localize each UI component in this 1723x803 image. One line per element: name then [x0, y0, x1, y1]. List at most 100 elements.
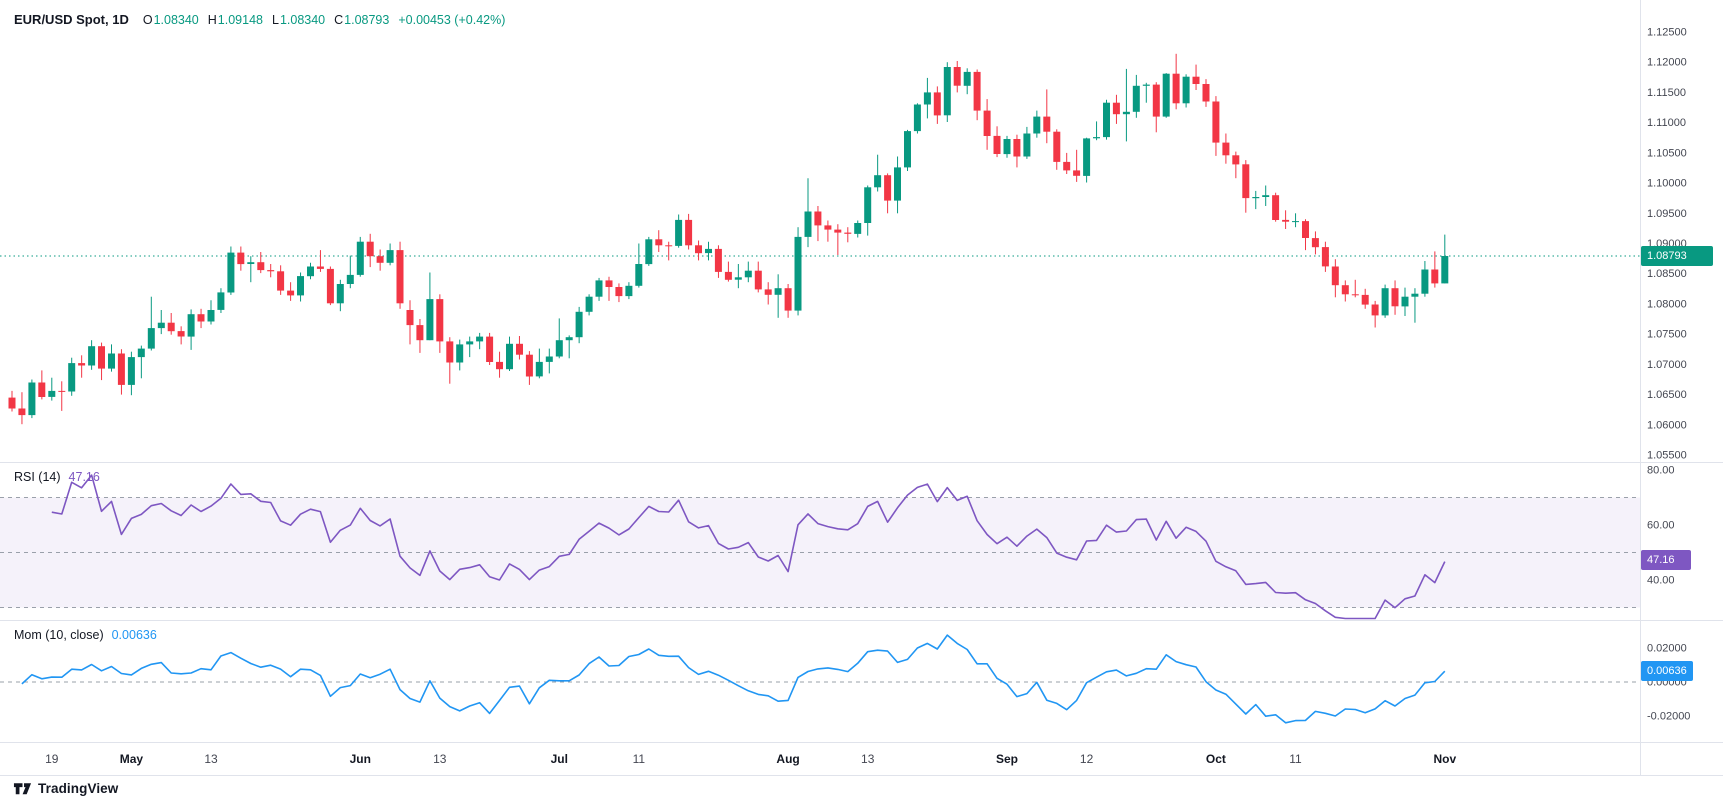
candle-body — [98, 346, 105, 369]
candle-body — [1172, 73, 1180, 104]
candle-body — [247, 262, 255, 264]
candle-body — [456, 344, 464, 363]
candle-body — [635, 264, 643, 286]
candle-body — [1063, 161, 1071, 171]
high-readout: H1.09148 — [207, 13, 263, 27]
candle-body — [695, 245, 702, 254]
candle-body — [844, 232, 852, 234]
price-axis-labels[interactable]: 1.12500 1.12000 1.11500 1.11000 1.10500 1.100… — [1647, 27, 1690, 723]
candle-body — [1282, 219, 1290, 222]
candle-body — [38, 382, 46, 397]
time-axis-tick: Oct — [1206, 752, 1226, 766]
rsi-line — [51, 474, 1446, 620]
candle-body — [366, 241, 374, 257]
candle-body — [1073, 170, 1081, 176]
candle-body — [416, 325, 424, 341]
tradingview-attribution[interactable]: TradingView — [13, 779, 118, 798]
candle-body — [804, 211, 812, 237]
time-axis-tick: Aug — [776, 752, 799, 766]
price-axis-tick: 1.07000 — [1647, 359, 1687, 371]
close-readout: C1.08793 — [334, 13, 390, 27]
time-axis-tick: 13 — [861, 752, 875, 766]
candle-body — [774, 288, 782, 295]
candle-body — [834, 229, 842, 233]
candle-body — [1371, 304, 1379, 316]
candle-body — [705, 248, 712, 254]
candle-body — [177, 331, 185, 337]
candle-body — [1421, 269, 1429, 294]
rsi-band — [0, 497, 1640, 608]
candle-body — [724, 271, 732, 280]
candle-body — [88, 346, 96, 366]
candle-body — [754, 270, 762, 290]
candle-body — [615, 287, 623, 297]
candle-body — [1391, 288, 1399, 307]
candle-body — [953, 67, 961, 86]
price-axis-tick: 1.08000 — [1647, 298, 1687, 310]
candle-body — [436, 299, 444, 342]
candle-body — [535, 361, 543, 377]
candle-body — [1132, 85, 1140, 112]
candle-body — [1152, 84, 1160, 117]
candle-body — [1083, 138, 1091, 176]
time-axis-tick: 19 — [45, 752, 59, 766]
candle-body — [894, 167, 901, 201]
candle-body — [396, 250, 404, 304]
time-axis-tick: Nov — [1433, 752, 1456, 766]
candle-body — [1212, 101, 1220, 143]
candle-body — [1192, 76, 1200, 84]
candle-body — [1222, 142, 1230, 156]
time-axis-tick: 12 — [1080, 752, 1094, 766]
candle-body — [1441, 256, 1449, 284]
candle-body — [923, 92, 931, 105]
candle-body — [685, 219, 693, 246]
candle-body — [406, 310, 414, 326]
candle-body — [1431, 269, 1439, 284]
candle-body — [78, 363, 86, 366]
candle-body — [1401, 296, 1409, 307]
candle-body — [605, 280, 613, 287]
rsi-legend: RSI (14) 47.16 — [14, 470, 100, 484]
candle-body — [1242, 164, 1250, 199]
low-readout: L1.08340 — [271, 13, 326, 27]
time-axis-tick: May — [120, 752, 144, 766]
candle-body — [913, 104, 921, 132]
candle-body — [1182, 76, 1190, 104]
candle-body — [48, 390, 56, 397]
candle-body — [217, 292, 225, 310]
candle-body — [1103, 102, 1110, 138]
time-axis-labels[interactable]: 19 May 13 Jun 13 Jul 11 Aug 13 Sep 12 Oct 11 Nov — [45, 752, 1456, 766]
candle-body — [714, 248, 722, 272]
candle-body — [1252, 197, 1260, 199]
candle-body — [555, 340, 563, 357]
candle-body — [386, 250, 394, 263]
candle-body — [1232, 155, 1240, 165]
candle-body — [854, 223, 862, 234]
candle-body — [814, 211, 822, 226]
candle-body — [496, 361, 503, 370]
candle-body — [963, 71, 971, 86]
candle-body — [426, 299, 434, 341]
candle-body — [904, 131, 911, 168]
candle-body — [147, 328, 155, 349]
candle-body — [187, 314, 195, 337]
candle-body — [466, 341, 474, 345]
candle-body — [316, 266, 324, 269]
candle-body — [28, 382, 36, 416]
candle-body — [874, 175, 882, 188]
candle-body — [307, 266, 314, 277]
candle-body — [376, 256, 384, 263]
price-axis-tick: 1.12500 — [1647, 27, 1687, 39]
price-axis-tick: 1.10000 — [1647, 178, 1687, 190]
candle-body — [108, 353, 115, 369]
candle-body — [1302, 221, 1309, 238]
mom-value: 0.00636 — [111, 628, 157, 642]
candle-body — [1321, 247, 1329, 267]
candle-body — [575, 311, 583, 338]
candle-body — [655, 239, 663, 246]
candle-body — [58, 390, 66, 392]
candle-body — [1262, 195, 1270, 197]
candle-body — [525, 354, 533, 377]
